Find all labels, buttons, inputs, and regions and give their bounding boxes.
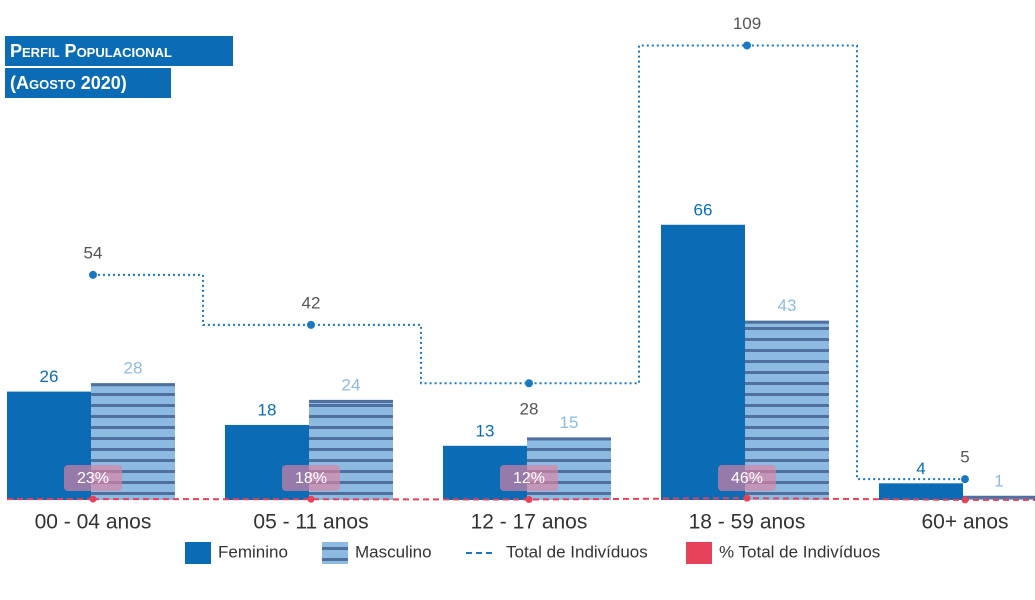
total-label: 109: [733, 14, 761, 33]
percent-point: [89, 495, 97, 503]
x-tick-label: 00 - 04 anos: [35, 511, 152, 534]
percent-label: 23%: [77, 470, 109, 487]
percent-label-box: [500, 465, 558, 491]
bar-top: [963, 495, 1035, 499]
legend-label: Feminino: [218, 542, 288, 561]
chart-subtitle: (Agosto 2020): [10, 73, 127, 93]
total-point: [743, 41, 751, 50]
legend-swatch: [185, 542, 211, 564]
bar-label: 1: [994, 471, 1003, 490]
total-point: [525, 379, 533, 388]
bar-label: 26: [40, 367, 59, 386]
total-label: 5: [960, 448, 969, 467]
total-label: 28: [520, 400, 539, 419]
bar-top: [309, 399, 393, 403]
chart-title: Perfil Populacional: [10, 41, 172, 61]
percent-label: 46%: [731, 470, 763, 487]
total-label: 42: [302, 293, 321, 312]
bar-top: [745, 320, 829, 324]
bar-label: 43: [778, 296, 797, 315]
bar: [661, 224, 745, 500]
bar-label: 24: [342, 375, 361, 394]
percent-point: [525, 496, 533, 504]
legend-swatch: [322, 542, 348, 564]
title-box: [5, 36, 233, 66]
subtitle-box: [5, 68, 171, 98]
bar: [879, 483, 963, 500]
percent-point: [307, 495, 315, 503]
percent-label-box: [282, 465, 340, 491]
total-point: [307, 320, 315, 329]
legend-label: % Total de Indivíduos: [719, 542, 880, 561]
total-point: [961, 475, 969, 484]
percent-line: [92, 497, 1035, 501]
x-tick-label: 18 - 59 anos: [689, 511, 806, 534]
legend-label: Masculino: [355, 542, 432, 561]
x-tick-label: 60+ anos: [922, 511, 1009, 534]
legend-label: Total de Indivíduos: [506, 542, 648, 561]
total-point: [89, 270, 97, 279]
percent-point: [743, 494, 751, 502]
percent-label: 18%: [295, 470, 327, 487]
bar-label: 18: [258, 400, 277, 419]
total-label: 54: [84, 243, 103, 262]
percent-label-box: [718, 465, 776, 491]
total-line: [93, 44, 965, 481]
bar-top: [91, 383, 175, 387]
percent-point: [961, 496, 969, 504]
bar-label: 28: [124, 359, 143, 378]
bar-label: 66: [694, 200, 713, 219]
x-tick-label: 05 - 11 anos: [253, 511, 368, 534]
legend-swatch: [686, 542, 712, 564]
bar-label: 13: [476, 421, 495, 440]
bar-label: 4: [916, 459, 925, 478]
bar-top: [527, 437, 611, 441]
percent-label: 12%: [513, 470, 545, 487]
percent-label-box: [64, 465, 122, 491]
x-tick-label: 12 - 17 anos: [471, 511, 588, 534]
bar-label: 15: [560, 413, 579, 432]
